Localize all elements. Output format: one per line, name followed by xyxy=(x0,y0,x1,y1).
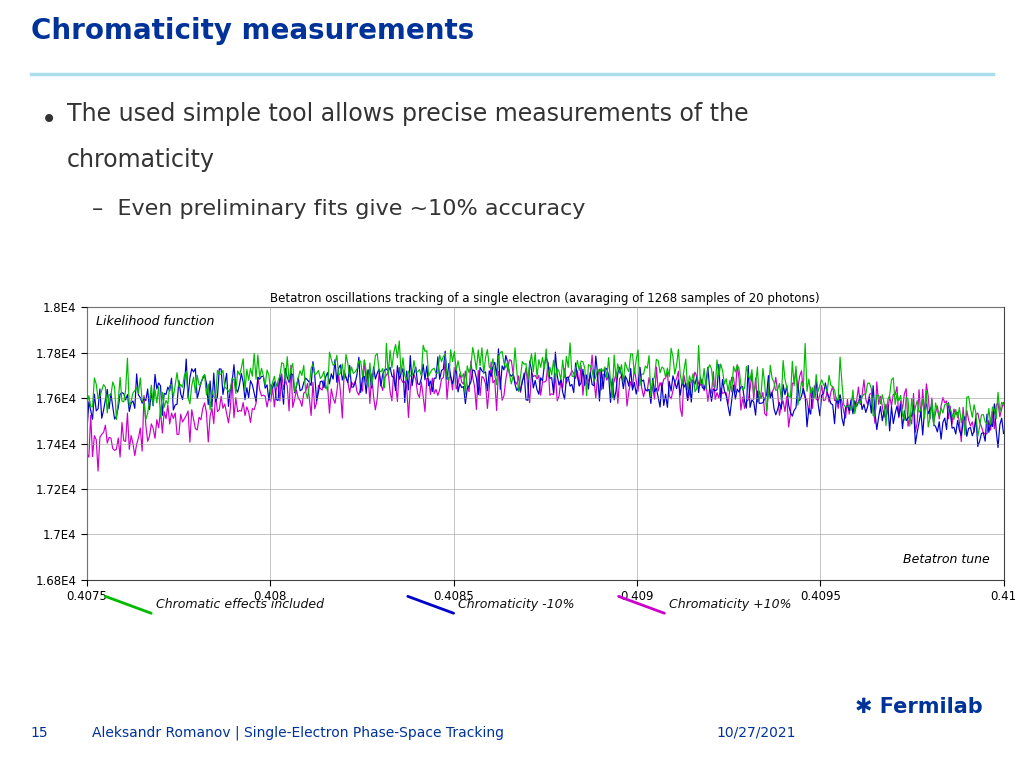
Text: Betatron tune: Betatron tune xyxy=(903,553,990,566)
Text: •: • xyxy=(41,106,57,134)
Text: ✱ Fermilab: ✱ Fermilab xyxy=(855,697,983,717)
Text: Chromaticity +10%: Chromaticity +10% xyxy=(669,598,792,611)
Text: chromaticity: chromaticity xyxy=(67,148,215,172)
Text: Chromatic effects included: Chromatic effects included xyxy=(156,598,324,611)
Text: Chromaticity -10%: Chromaticity -10% xyxy=(458,598,574,611)
Text: The used simple tool allows precise measurements of the: The used simple tool allows precise meas… xyxy=(67,102,749,126)
Text: Chromaticity measurements: Chromaticity measurements xyxy=(31,17,474,45)
Text: 15: 15 xyxy=(31,726,48,740)
Text: Aleksandr Romanov | Single-Electron Phase-Space Tracking: Aleksandr Romanov | Single-Electron Phas… xyxy=(92,726,504,740)
Title: Betatron oscillations tracking of a single electron (avaraging of 1268 samples o: Betatron oscillations tracking of a sing… xyxy=(270,292,820,305)
Text: 10/27/2021: 10/27/2021 xyxy=(717,726,797,740)
Text: –  Even preliminary fits give ~10% accuracy: – Even preliminary fits give ~10% accura… xyxy=(92,199,586,219)
Text: Likelihood function: Likelihood function xyxy=(96,316,215,329)
